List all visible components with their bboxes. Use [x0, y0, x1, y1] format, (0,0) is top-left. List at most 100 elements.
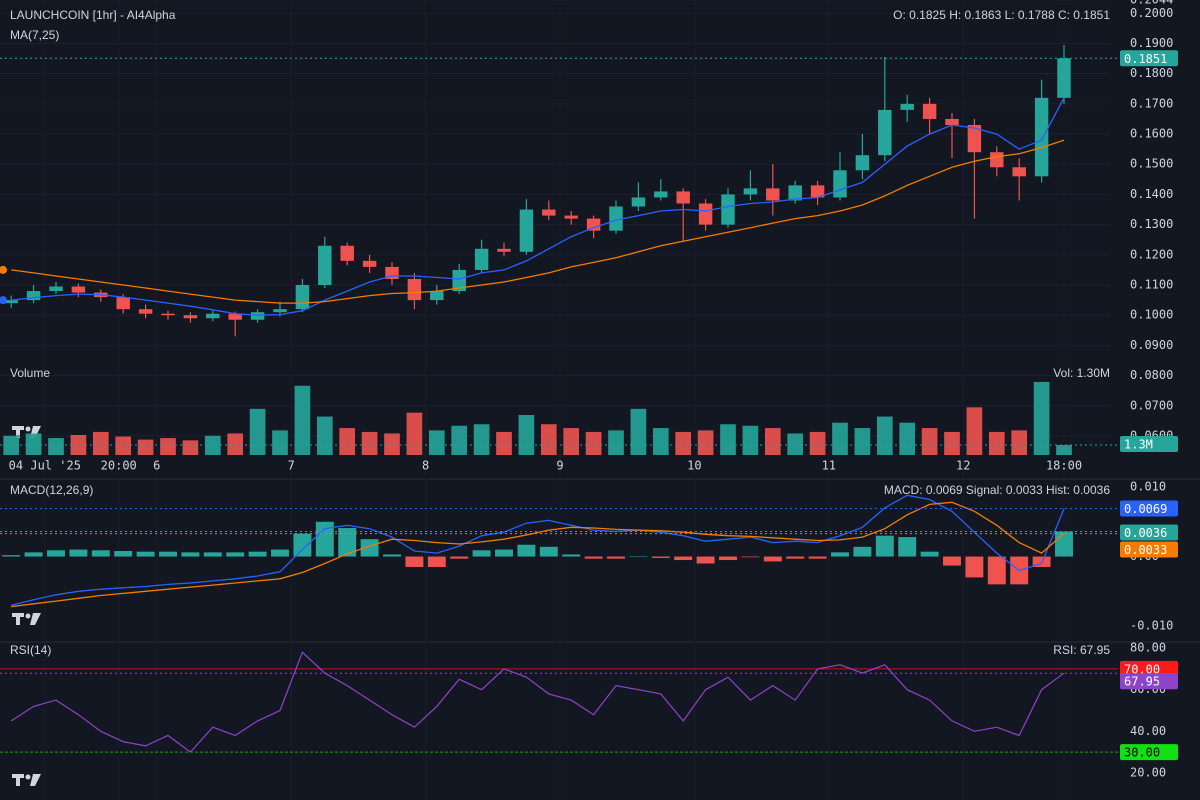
signal-badge-bg [1120, 541, 1178, 558]
volume-bar [518, 415, 535, 455]
macd-histogram-bar [24, 552, 43, 557]
y-tick-label: 0.0900 [1130, 338, 1173, 352]
y-tick-label: 80.00 [1130, 641, 1166, 655]
candle-body [183, 315, 198, 319]
candle-body [407, 278, 422, 301]
macd-histogram-bar [495, 549, 513, 557]
rsi-band-badge: 30.00 [1124, 746, 1160, 760]
y-tick-label: 40.00 [1130, 724, 1166, 738]
rsi-badge-bg [1120, 673, 1178, 690]
y-tick-label: 0.1800 [1130, 66, 1173, 80]
rsi-band-badge: 70.00 [1124, 662, 1160, 676]
y-tick-label: 0.2044 [1130, 0, 1173, 7]
rsi-line [10, 651, 1065, 753]
candle-body [497, 248, 511, 252]
volume-bar [70, 435, 87, 455]
candle-body [654, 191, 668, 198]
candle-body [273, 309, 287, 313]
macd-histogram-bar [226, 552, 245, 557]
volume-bar [249, 408, 266, 455]
y-tick-label: 0.010 [1130, 480, 1166, 494]
x-tick-label: 6 [153, 459, 160, 473]
candle-body [228, 313, 242, 320]
macd-histogram-bar [47, 550, 65, 557]
logo [12, 774, 41, 786]
y-tick-label: 0.2000 [1130, 6, 1173, 20]
volume-bar [720, 424, 736, 455]
volume-bar [966, 407, 983, 455]
volume-bar [496, 431, 512, 455]
rsi-band-badge-bg [1120, 660, 1178, 677]
x-tick-label: 12 [956, 459, 970, 473]
rsi-badge: 67.95 [1124, 675, 1160, 689]
logo [12, 613, 41, 625]
macd-histogram-bar [741, 556, 760, 558]
macd-badge-bg [1120, 500, 1178, 517]
macd-histogram-bar [539, 546, 558, 557]
macd-histogram-bar [920, 551, 939, 557]
macd-histogram-bar [69, 549, 88, 557]
hist-badge: 0.0036 [1124, 526, 1167, 540]
candle-body [922, 103, 937, 119]
panel-summary: MACD: 0.0069 Signal: 0.0033 Hist: 0.0036 [884, 483, 1110, 497]
candle-body [586, 218, 601, 231]
volume-bar [137, 439, 154, 455]
candle-body [138, 309, 153, 314]
volume-badge: 1.3M [1124, 438, 1153, 452]
volume-bar [876, 416, 893, 455]
x-tick-label: 7 [288, 459, 295, 473]
panel-subtitle: MA(7,25) [10, 28, 59, 42]
volume-bar [294, 385, 311, 455]
candle-body [362, 260, 377, 267]
panel-title: RSI(14) [10, 643, 51, 657]
candle-body [878, 109, 892, 156]
candle-body [631, 197, 646, 207]
candle-body [990, 152, 1004, 168]
volume-bar [451, 425, 468, 455]
volume-bar [742, 425, 759, 455]
candle-body [1012, 167, 1026, 177]
candle-body [810, 185, 825, 198]
macd-histogram-bar [338, 528, 357, 557]
candle-body [721, 194, 735, 225]
volume-bar [675, 431, 692, 455]
x-tick-label: 20:00 [101, 459, 137, 473]
macd-histogram-bar [91, 550, 110, 557]
y-tick-label: 0.0700 [1130, 398, 1173, 412]
candle-body [250, 312, 265, 320]
y-tick-label: 0.1500 [1130, 157, 1173, 171]
macd-histogram-bar [786, 556, 805, 559]
volume-bar [204, 435, 221, 455]
x-tick-label: 9 [556, 459, 563, 473]
volume-bar [697, 430, 714, 455]
y-tick-label: 0.1100 [1130, 278, 1173, 292]
hist-badge-bg [1120, 524, 1178, 541]
macd-histogram-bar [674, 556, 693, 561]
candle-body [945, 118, 959, 125]
candle-body [26, 291, 41, 301]
candle-body [452, 269, 466, 292]
volume-bar [585, 431, 602, 455]
volume-bar [115, 436, 132, 455]
x-tick-label: 18:00 [1046, 459, 1082, 473]
volume-bar [339, 428, 356, 455]
candle-body [676, 191, 690, 204]
macd-histogram-bar [315, 521, 334, 557]
volume-bar [48, 438, 64, 455]
macd-histogram-bar [763, 556, 782, 562]
candle-body [743, 188, 758, 195]
y-tick-label: 0.1400 [1130, 187, 1173, 201]
volume-bar [160, 438, 176, 455]
x-tick-label: 11 [822, 459, 836, 473]
volume-bar [563, 428, 580, 455]
y-tick-label: -0.010 [1130, 619, 1173, 633]
x-tick-label: 8 [422, 459, 429, 473]
macd-histogram-bar [517, 544, 536, 557]
y-tick-label: 0.1600 [1130, 127, 1173, 141]
candle-body [116, 297, 130, 310]
volume-bar [921, 428, 938, 455]
volume-bar [361, 431, 378, 455]
volume-bar [787, 433, 804, 455]
